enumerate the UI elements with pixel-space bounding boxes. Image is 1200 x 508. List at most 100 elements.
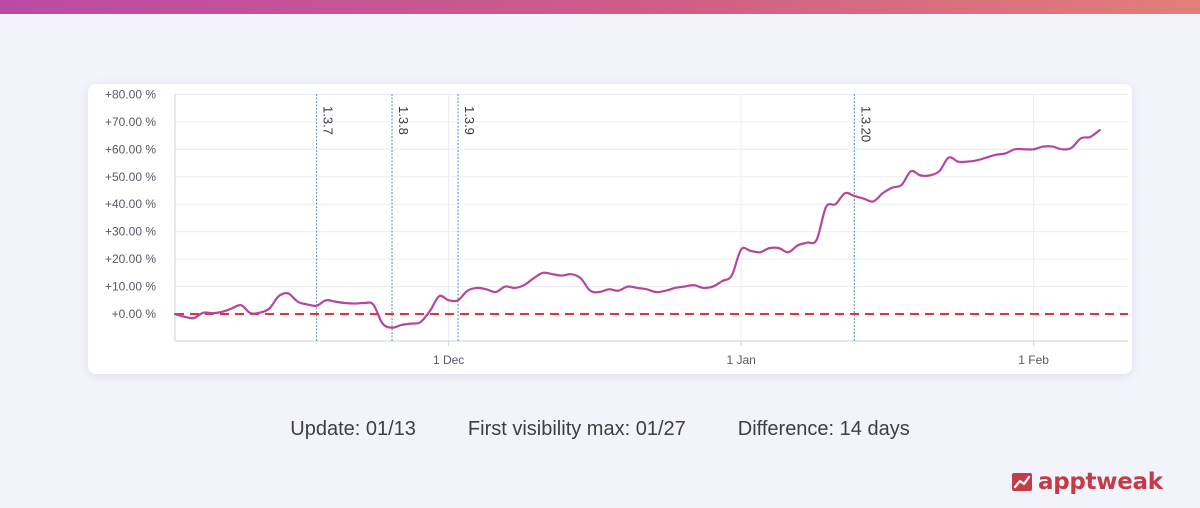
series-line bbox=[173, 128, 1101, 329]
data-point bbox=[466, 289, 468, 291]
data-point bbox=[712, 285, 714, 287]
y-tick-label: +80.00 % bbox=[105, 87, 156, 101]
chart-trend-icon bbox=[1012, 473, 1032, 491]
data-point bbox=[532, 277, 534, 279]
data-point bbox=[1042, 145, 1044, 147]
data-point bbox=[948, 156, 950, 158]
data-point bbox=[485, 288, 487, 290]
data-point bbox=[872, 200, 874, 202]
data-point bbox=[881, 192, 883, 194]
data-point bbox=[240, 304, 242, 306]
y-tick-label: +20.00 % bbox=[105, 252, 156, 266]
data-point bbox=[731, 274, 733, 276]
data-point bbox=[910, 170, 912, 172]
data-point bbox=[447, 299, 449, 301]
series-layer bbox=[173, 128, 1101, 329]
data-point bbox=[325, 299, 327, 301]
y-tick-label: +60.00 % bbox=[105, 142, 156, 156]
data-point bbox=[193, 317, 195, 319]
data-point bbox=[976, 159, 978, 161]
data-point bbox=[334, 300, 336, 302]
data-point bbox=[363, 302, 365, 304]
data-point bbox=[344, 302, 346, 304]
data-point bbox=[306, 303, 308, 305]
data-point bbox=[740, 248, 742, 250]
chart-card: +0.00 % +10.00 % +20.00 % +30.00 % +40.00 % +… bbox=[88, 84, 1132, 374]
data-point bbox=[542, 272, 544, 274]
data-point bbox=[721, 280, 723, 282]
data-point bbox=[815, 239, 817, 241]
data-point bbox=[1014, 148, 1016, 150]
data-point bbox=[561, 274, 563, 276]
first-visibility-max-text: First visibility max: 01/27 bbox=[467, 418, 686, 440]
data-point bbox=[608, 288, 610, 290]
data-point bbox=[504, 285, 506, 287]
data-point bbox=[580, 277, 582, 279]
data-point bbox=[278, 295, 280, 297]
data-point bbox=[438, 295, 440, 297]
data-point bbox=[985, 156, 987, 158]
data-point bbox=[287, 292, 289, 294]
data-point bbox=[957, 160, 959, 162]
data-point bbox=[259, 311, 261, 313]
data-point bbox=[513, 287, 515, 289]
data-point bbox=[759, 251, 761, 253]
data-point bbox=[296, 300, 298, 302]
x-tick-label: 1 Dec bbox=[433, 353, 464, 367]
data-point bbox=[212, 312, 214, 314]
data-point bbox=[551, 273, 553, 275]
apptweak-logo: apptweak bbox=[1012, 466, 1163, 498]
data-point bbox=[476, 287, 478, 289]
data-point bbox=[749, 250, 751, 252]
data-point bbox=[646, 288, 648, 290]
data-point bbox=[570, 273, 572, 275]
visibility-line-chart: +0.00 % +10.00 % +20.00 % +30.00 % +40.00 % +… bbox=[105, 87, 1128, 367]
data-point bbox=[636, 287, 638, 289]
data-point bbox=[787, 251, 789, 253]
data-point bbox=[966, 160, 968, 162]
y-tick-label: +50.00 % bbox=[105, 170, 156, 184]
data-point bbox=[1051, 145, 1053, 147]
data-point bbox=[249, 312, 251, 314]
data-point bbox=[853, 195, 855, 197]
data-point bbox=[1089, 136, 1091, 138]
update-date-text: Update: 01/13 bbox=[290, 418, 416, 440]
data-point bbox=[664, 289, 666, 291]
data-point bbox=[1070, 147, 1072, 149]
release-marker-label: 1.3.20 bbox=[858, 106, 873, 142]
release-marker-label: 1.3.9 bbox=[462, 106, 477, 135]
x-tick-label: 1 Jan bbox=[726, 353, 755, 367]
data-point bbox=[391, 327, 393, 329]
data-point bbox=[834, 203, 836, 205]
data-point bbox=[693, 284, 695, 286]
data-point bbox=[221, 311, 223, 313]
y-tick-label: +10.00 % bbox=[105, 280, 156, 294]
axes bbox=[174, 94, 1128, 342]
data-point bbox=[400, 324, 402, 326]
data-point bbox=[806, 241, 808, 243]
data-point bbox=[419, 321, 421, 323]
y-tick-label: +30.00 % bbox=[105, 225, 156, 239]
grid-lines bbox=[175, 93, 1128, 346]
data-point bbox=[381, 322, 383, 324]
y-axis-tick-labels: +0.00 % +10.00 % +20.00 % +30.00 % +40.00 % +… bbox=[105, 87, 156, 321]
y-tick-label: +70.00 % bbox=[105, 115, 156, 129]
data-point bbox=[627, 285, 629, 287]
data-point bbox=[372, 303, 374, 305]
data-point bbox=[674, 287, 676, 289]
data-point bbox=[995, 154, 997, 156]
data-point bbox=[1080, 137, 1082, 139]
data-point bbox=[1032, 148, 1034, 150]
data-point bbox=[938, 170, 940, 172]
data-point bbox=[617, 289, 619, 291]
x-axis-tick-labels: 1 Dec 1 Jan 1 Feb bbox=[433, 353, 1049, 367]
data-point bbox=[778, 247, 780, 249]
difference-text: Difference: 14 days bbox=[737, 418, 910, 440]
data-point bbox=[410, 322, 412, 324]
data-point bbox=[825, 206, 827, 208]
data-point bbox=[598, 291, 600, 293]
data-point bbox=[183, 316, 185, 318]
data-point bbox=[900, 184, 902, 186]
data-point bbox=[768, 247, 770, 249]
data-point bbox=[353, 302, 355, 304]
